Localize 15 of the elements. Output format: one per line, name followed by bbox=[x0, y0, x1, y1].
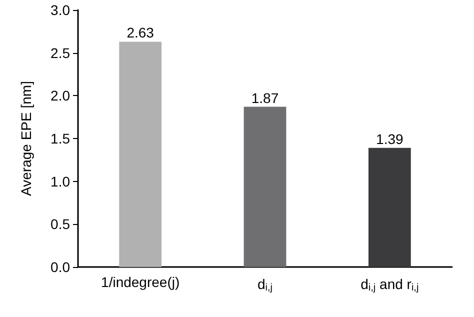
y-tick-label: 2.0 bbox=[50, 88, 70, 104]
y-tick-label: 0.0 bbox=[50, 259, 70, 275]
y-tick-label: 2.5 bbox=[50, 44, 70, 61]
data-label: 2.63 bbox=[126, 24, 154, 41]
y-tick-label: 0.5 bbox=[50, 216, 70, 232]
y-tick-label: 3.0 bbox=[50, 2, 70, 18]
data-label: 1.87 bbox=[251, 90, 279, 106]
x-tick-label: 1/indegree(j) bbox=[101, 274, 180, 290]
y-tick-label: 1.0 bbox=[50, 173, 70, 190]
data-label: 1.39 bbox=[376, 130, 404, 147]
bar bbox=[244, 106, 286, 267]
bar bbox=[119, 42, 162, 267]
y-tick-label: 1.5 bbox=[50, 130, 70, 146]
y-axis-title: Average EPE [nm] bbox=[18, 81, 34, 196]
bar bbox=[368, 148, 411, 267]
